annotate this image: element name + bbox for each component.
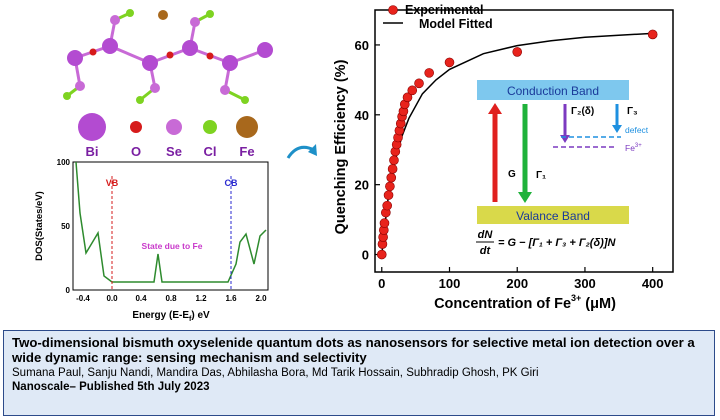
legend-cl-sphere bbox=[203, 120, 217, 134]
mechanism-inset: Conduction Band Valance Band G Γ₁ Γ₂(δ) … bbox=[476, 80, 649, 257]
legend-se-sphere bbox=[166, 119, 182, 135]
conduction-band-label: Conduction Band bbox=[507, 84, 599, 98]
legend-label: Bi bbox=[86, 144, 99, 159]
dos-ytick: 50 bbox=[61, 222, 70, 231]
legend-label: Se bbox=[166, 144, 182, 159]
experimental-point bbox=[424, 68, 434, 78]
x-tick-label: 300 bbox=[574, 276, 596, 291]
experimental-point bbox=[389, 155, 399, 166]
valence-band-label: Valance Band bbox=[516, 209, 590, 223]
dos-ytick: 0 bbox=[66, 286, 71, 295]
x-tick-label: 100 bbox=[439, 276, 461, 291]
experimental-point bbox=[444, 57, 455, 68]
vb-label: VB bbox=[106, 178, 119, 188]
dos-xtick: -0.4 bbox=[76, 294, 90, 303]
dos-xtick: 0.0 bbox=[106, 294, 118, 303]
journal-info: Nanoscale– Published 5th July 2023 bbox=[12, 381, 210, 393]
equation-lhs-num: dN bbox=[478, 229, 494, 241]
fe-state-annotation: State due to Fe bbox=[142, 241, 203, 251]
dos-xtick: 1.2 bbox=[195, 294, 207, 303]
conduction-band bbox=[477, 80, 629, 100]
gamma3-label: Γ₃ bbox=[627, 106, 638, 117]
dos-curve bbox=[75, 161, 267, 283]
dos-xlabel: Energy (E-Ef) eV bbox=[132, 310, 210, 323]
author-list: Sumana Paul, Sanju Nandi, Mandira Das, A… bbox=[12, 367, 539, 379]
experimental-point bbox=[383, 190, 394, 200]
y-tick-label: 40 bbox=[355, 108, 369, 123]
experimental-point bbox=[386, 172, 397, 183]
g-label: G bbox=[508, 169, 516, 180]
experimental-point bbox=[414, 78, 424, 89]
dos-ylabel: DOS(States/eV) bbox=[34, 191, 45, 261]
chart-xlabel: Concentration of Fe3+ (μM) bbox=[434, 293, 616, 312]
legend-bi-sphere bbox=[78, 113, 106, 141]
x-tick-label: 200 bbox=[506, 276, 528, 291]
legend-label: O bbox=[131, 144, 141, 159]
dos-xtick: 1.6 bbox=[225, 294, 237, 303]
experimental-point bbox=[387, 164, 398, 174]
experimental-point bbox=[385, 181, 395, 192]
legend-label-fitted: Model Fitted bbox=[419, 17, 493, 31]
x-tick-label: 400 bbox=[642, 276, 664, 291]
legend-label-experimental: Experimental bbox=[405, 3, 484, 17]
legend-label: Cl bbox=[204, 144, 217, 159]
experimental-point bbox=[379, 218, 390, 228]
curved-arrow-icon bbox=[286, 144, 317, 159]
valence-band bbox=[477, 206, 629, 224]
experimental-point bbox=[407, 85, 418, 96]
defect-label: defect bbox=[625, 125, 649, 135]
element-legend: Bi O Se Cl Fe bbox=[78, 113, 258, 159]
y-tick-label: 60 bbox=[355, 38, 369, 53]
experimental-point bbox=[647, 29, 658, 40]
gamma2-label: Γ₂(δ) bbox=[571, 106, 594, 117]
cb-label: CB bbox=[225, 178, 238, 188]
crystal-structure bbox=[63, 9, 273, 104]
legend-o-sphere bbox=[130, 121, 142, 133]
paper-title: Two-dimensional bismuth oxyselenide quan… bbox=[12, 335, 695, 365]
fe-level-label: Fe3+ bbox=[625, 143, 642, 153]
quenching-chart: 0 20 40 60 0 100 200 300 400 Experimental Model… bbox=[333, 3, 674, 312]
dos-xtick: 2.0 bbox=[255, 294, 267, 303]
experimental-point bbox=[512, 47, 523, 57]
experimental-point bbox=[402, 92, 413, 103]
dos-xtick: 0.8 bbox=[165, 294, 177, 303]
equation-rhs: = G − [Γ₁ + Γ₃ + Γ₂(δ)]N bbox=[498, 237, 616, 249]
y-tick-label: 20 bbox=[355, 178, 369, 193]
legend-marker-experimental bbox=[388, 5, 398, 15]
legend-label: Fe bbox=[239, 144, 254, 159]
legend-fe-sphere bbox=[236, 116, 258, 138]
y-tick-label: 0 bbox=[362, 248, 369, 263]
experimental-point bbox=[376, 249, 387, 260]
dos-ytick: 100 bbox=[57, 158, 71, 167]
caption-box: Two-dimensional bismuth oxyselenide quan… bbox=[3, 330, 715, 416]
dos-xtick: 0.4 bbox=[135, 294, 147, 303]
dos-plot: VB CB State due to Fe 100 50 0 -0.4 0.0 … bbox=[34, 158, 269, 323]
x-tick-label: 0 bbox=[378, 276, 385, 291]
experimental-point bbox=[382, 200, 392, 211]
equation-lhs-den: dt bbox=[480, 245, 492, 257]
gamma1-label: Γ₁ bbox=[536, 170, 546, 181]
chart-ylabel: Quenching Efficiency (%) bbox=[333, 59, 349, 234]
